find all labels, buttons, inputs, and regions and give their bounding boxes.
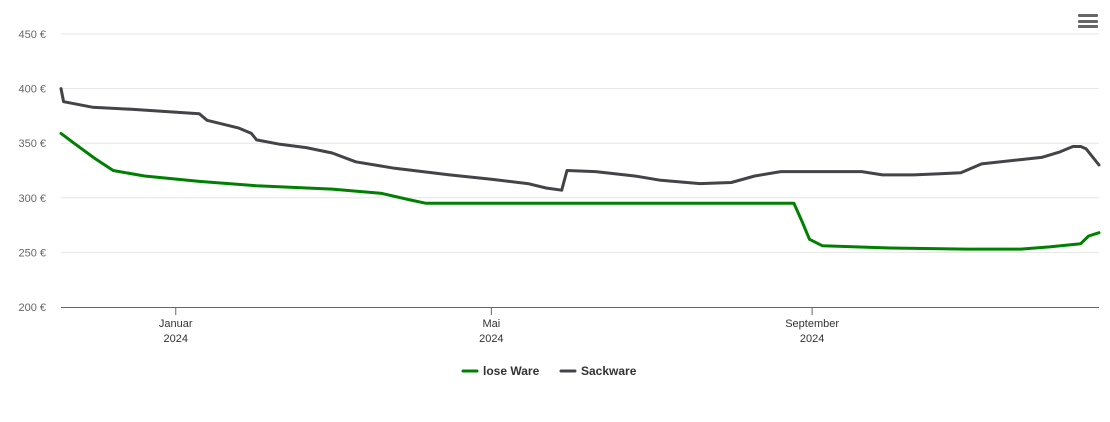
legend-label: lose Ware [483,364,540,378]
series-line-lose-ware [59,131,1101,251]
y-tick-label: 450 € [18,29,46,41]
menu-bar [1078,19,1098,23]
legend-label: Sackware [581,364,637,378]
y-tick-label: 300 € [18,193,46,205]
series-line-sackware [59,87,1101,192]
x-tick-label-month: Mai [482,318,500,330]
legend[interactable]: lose Ware Sackware [461,364,637,378]
grid-lines [61,33,1099,253]
x-tick-label-month: September [785,318,839,330]
menu-bar [1078,14,1098,17]
legend-item-sackware[interactable]: Sackware [559,364,637,378]
hamburger-menu-icon[interactable] [1078,12,1098,30]
x-axis: Januar 2024 Mai 2024 September 2024 [61,307,1099,345]
y-tick-label: 400 € [18,84,46,96]
x-tick-label-year: 2024 [479,333,503,345]
menu-bar [1078,25,1098,28]
series-lines [59,87,1101,251]
y-tick-label: 200 € [18,302,46,314]
x-tick-label-month: Januar [159,318,193,330]
y-tick-label: 250 € [18,247,46,259]
x-tick-label-year: 2024 [800,333,824,345]
x-tick-label-year: 2024 [164,333,188,345]
legend-item-lose-ware[interactable]: lose Ware [461,364,540,378]
y-axis: 200 € 250 € 300 € 350 € 400 € 450 € [18,29,46,314]
y-tick-label: 350 € [18,138,46,150]
